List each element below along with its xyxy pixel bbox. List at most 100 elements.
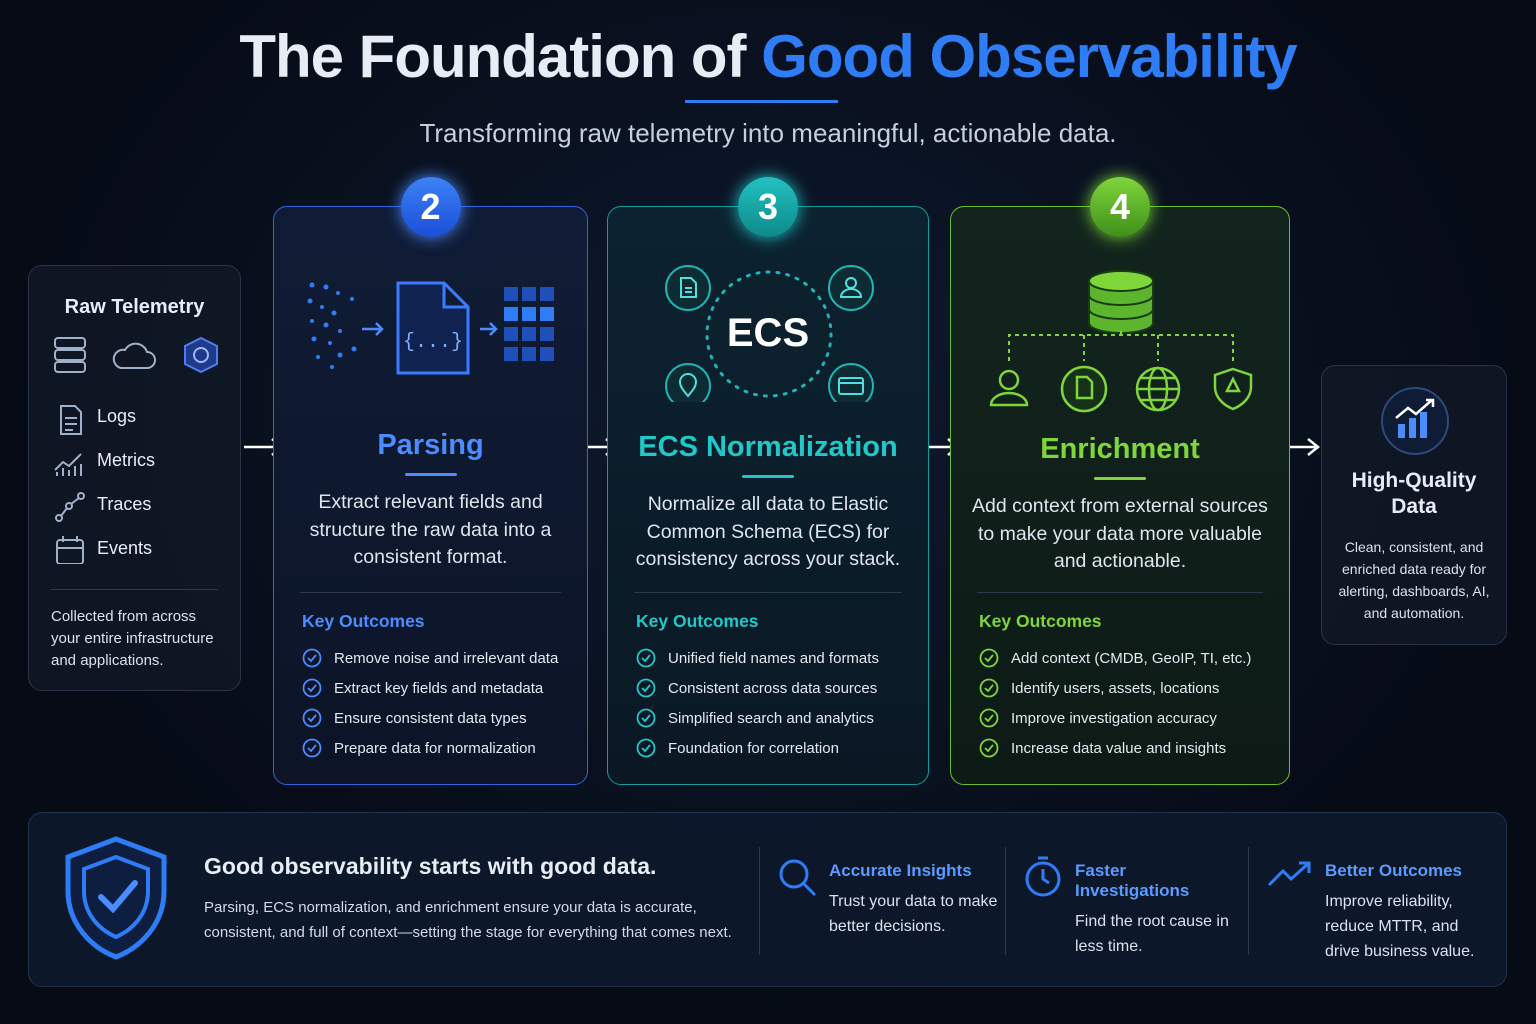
title-underline [404, 473, 457, 476]
step-card: 4 Enrichment Add context from external sou… [950, 177, 1290, 785]
outcome: Simplified search and analytics [636, 703, 879, 733]
outcomes-heading: Key Outcomes [636, 611, 759, 631]
raw-note: Collected from across your entire infras… [51, 608, 214, 669]
footer-heading: Good observability starts with good data… [204, 853, 657, 879]
footer-text: Parsing, ECS normalization, and enrichme… [204, 899, 732, 941]
outcome: Ensure consistent data types [302, 703, 558, 733]
feature-icon [1025, 856, 1061, 897]
outcomes-list: Add context (CMDB, GeoIP, TI, etc.) Ident… [979, 643, 1251, 763]
step-title: ECS Normalization [638, 431, 898, 463]
outcome-text: Foundation for correlation [668, 739, 839, 757]
outcome-text: Consistent across data sources [668, 679, 878, 697]
raw-card: Raw Telemetry Logs Metrics Traces Events… [28, 265, 241, 691]
output-title: High-Quality Data [1351, 469, 1477, 518]
feature-title: Accurate Insights [829, 861, 972, 880]
title-underline [1094, 477, 1146, 480]
outcome: Unified field names and formats [636, 643, 879, 673]
outcomes-heading: Key Outcomes [302, 611, 425, 631]
step-card: {...} 2 Parsing Extract relevant fields an… [273, 177, 588, 785]
raw-item: Events [97, 538, 153, 558]
outcome: Remove noise and irrelevant data [302, 643, 558, 673]
step-description: Normalize all data to Elastic Common Sch… [635, 493, 901, 570]
outcome-text: Simplified search and analytics [668, 709, 874, 727]
outcome: Increase data value and insights [979, 733, 1251, 763]
divider [1005, 847, 1006, 955]
subtitle: Transforming raw telemetry into meaningf… [419, 118, 1117, 148]
outcomes-heading: Key Outcomes [979, 611, 1102, 631]
outcome: Identify users, assets, locations [979, 673, 1251, 703]
divider [977, 592, 1263, 593]
raw-title: Raw Telemetry [64, 296, 205, 318]
shield-icon [65, 836, 167, 960]
divider [51, 589, 218, 590]
title: The Foundation of Good Observability [0, 22, 1536, 91]
divider [759, 847, 760, 955]
outcome-text: Ensure consistent data types [334, 709, 527, 727]
check-icon [979, 738, 999, 758]
title-underline [742, 475, 794, 478]
feature-title: Faster Investigations [1075, 861, 1190, 900]
feature-icon [779, 859, 817, 897]
feature: Accurate Insights Trust your data to make… [829, 861, 999, 939]
outcome-text: Extract key fields and metadata [334, 679, 544, 697]
title-lead: The Foundation of [239, 23, 746, 90]
output-icon [1381, 387, 1449, 455]
feature-text: Trust your data to make better decisions… [829, 893, 998, 935]
step-number: 2 [400, 177, 461, 237]
step-card: ECS 3 ECS Normalization Normalize all data… [607, 177, 929, 785]
outcome: Add context (CMDB, GeoIP, TI, etc.) [979, 643, 1251, 673]
step-title: Enrichment [1040, 433, 1200, 465]
output-description: Clean, consistent, and enriched data rea… [1338, 539, 1490, 621]
svg-text:{...}: {...} [403, 331, 463, 354]
outcome-text: Improve investigation accuracy [1011, 709, 1217, 727]
outcomes-list: Unified field names and formats Consisten… [636, 643, 879, 763]
output-card: High-Quality Data Clean, consistent, and… [1321, 365, 1507, 645]
step-title: Parsing [377, 429, 484, 461]
outcomes-list: Remove noise and irrelevant data Extract … [302, 643, 558, 763]
raw-item: Traces [97, 494, 152, 514]
feature: Faster Investigations Find the root cause… [1075, 861, 1235, 959]
feature-title: Better Outcomes [1325, 861, 1462, 880]
outcome: Improve investigation accuracy [979, 703, 1251, 733]
ecs-icon [665, 265, 874, 402]
check-icon [636, 678, 656, 698]
outcome-text: Unified field names and formats [668, 649, 879, 667]
feature: Better Outcomes Improve reliability, redu… [1325, 861, 1485, 964]
check-icon [636, 738, 656, 758]
raw-icons [54, 336, 218, 374]
footer: Good observability starts with good data… [28, 812, 1507, 987]
raw-item: Logs [97, 406, 137, 426]
title-underline [685, 100, 838, 103]
check-icon [302, 648, 322, 668]
outcome-text: Identify users, assets, locations [1011, 679, 1220, 697]
outcome: Prepare data for normalization [302, 733, 558, 763]
raw-item-icons [54, 405, 85, 564]
outcome-text: Remove noise and irrelevant data [334, 649, 559, 667]
title-highlight: Good Observability [761, 23, 1297, 90]
raw-items: Logs Metrics Traces Events [97, 406, 155, 582]
raw-item: Metrics [97, 450, 155, 470]
divider [300, 592, 561, 593]
check-icon [979, 648, 999, 668]
check-icon [302, 738, 322, 758]
enrichment-icon [989, 270, 1253, 413]
check-icon [979, 708, 999, 728]
feature-icon [1267, 861, 1311, 887]
check-icon [636, 648, 656, 668]
divider [634, 592, 902, 593]
parsing-icon: {...} [307, 281, 554, 375]
step-number: 4 [1090, 177, 1150, 237]
ecs-label: ECS [726, 311, 810, 355]
outcome-text: Add context (CMDB, GeoIP, TI, etc.) [1011, 649, 1252, 667]
outcome-text: Increase data value and insights [1011, 739, 1227, 757]
step-number: 3 [738, 177, 798, 237]
step-description: Extract relevant fields and structure th… [309, 491, 552, 568]
outcome: Extract key fields and metadata [302, 673, 558, 703]
divider [1248, 847, 1249, 955]
step-description: Add context from external sources to mak… [972, 495, 1268, 572]
check-icon [979, 678, 999, 698]
outcome: Foundation for correlation [636, 733, 879, 763]
feature-text: Find the root cause in less time. [1075, 913, 1229, 955]
outcome-text: Prepare data for normalization [334, 739, 536, 757]
